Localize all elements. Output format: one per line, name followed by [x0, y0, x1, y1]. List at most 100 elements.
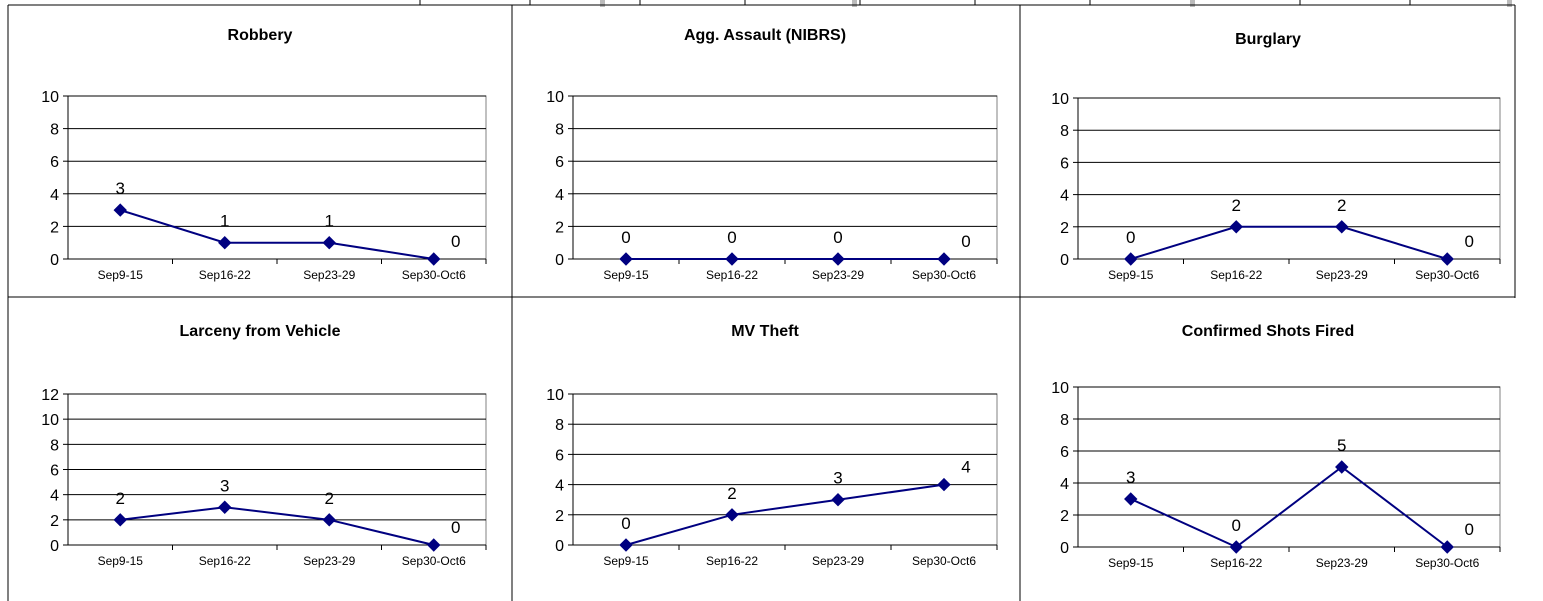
- y-tick-label: 12: [41, 387, 59, 404]
- y-tick-label: 4: [555, 187, 564, 204]
- data-point: [427, 252, 441, 266]
- x-tick-label: Sep23-29: [303, 554, 355, 568]
- data-label: 0: [961, 232, 970, 251]
- x-tick-label: Sep16-22: [199, 554, 251, 568]
- chart-title-mv-theft: MV Theft: [731, 323, 799, 340]
- x-tick-label: Sep23-29: [812, 268, 864, 282]
- data-label: 0: [621, 514, 630, 533]
- y-tick-label: 0: [555, 252, 564, 269]
- data-label: 0: [451, 232, 460, 251]
- y-tick-label: 4: [555, 478, 564, 495]
- table-remnant-top: [419, 0, 1512, 7]
- data-point: [1124, 492, 1138, 506]
- plot-area: [572, 95, 998, 260]
- chart-title-burglary: Burglary: [1235, 31, 1301, 48]
- x-tick-label: Sep23-29: [1316, 268, 1368, 282]
- x-tick-label: Sep16-22: [706, 554, 758, 568]
- y-tick-label: 8: [1060, 123, 1069, 140]
- y-tick-label: 4: [1060, 188, 1069, 205]
- x-tick-label: Sep9-15: [98, 554, 144, 568]
- data-label: 0: [1465, 232, 1474, 251]
- data-label: 0: [1232, 516, 1241, 535]
- data-point: [831, 252, 845, 266]
- x-tick-label: Sep30-Oct6: [1415, 268, 1479, 282]
- series-line: [625, 483, 945, 546]
- x-tick-label: Sep9-15: [1108, 556, 1154, 570]
- series-line: [120, 506, 434, 546]
- y-tick-label: 2: [555, 219, 564, 236]
- chart-title-agg-assault-nibrs: Agg. Assault (NIBRS): [684, 27, 846, 44]
- y-tick-label: 8: [50, 122, 59, 139]
- data-label: 3: [833, 469, 842, 488]
- y-tick-label: 10: [41, 412, 59, 429]
- x-tick-label: Sep16-22: [199, 268, 251, 282]
- series-line: [1130, 225, 1448, 260]
- data-point: [619, 538, 633, 552]
- y-tick-label: 10: [41, 89, 59, 106]
- x-tick-label: Sep23-29: [812, 554, 864, 568]
- data-point: [1229, 220, 1243, 234]
- y-tick-label: 0: [1060, 540, 1069, 557]
- x-tick-label: Sep9-15: [603, 554, 649, 568]
- x-tick-label: Sep30-Oct6: [402, 554, 466, 568]
- chart-mv-theft: MV Theft 0 2 4 6 8 10 Sep9-15 Sep16-22 Sep23-29 Se…: [546, 323, 998, 568]
- plot-area: [1077, 386, 1501, 548]
- x-tick-label: Sep23-29: [303, 268, 355, 282]
- data-point: [322, 513, 336, 527]
- data-label: 0: [451, 518, 460, 537]
- x-tick-label: Sep9-15: [1108, 268, 1154, 282]
- plot-area: [67, 95, 487, 260]
- chart-larceny-from-vehicle: Larceny from Vehicle 0 2 4 6 8 10 12 Sep9-15 Sep1…: [41, 323, 487, 568]
- y-tick-label: 6: [555, 154, 564, 171]
- y-tick-label: 6: [1060, 444, 1069, 461]
- y-tick-label: 4: [1060, 476, 1069, 493]
- y-tick-label: 8: [555, 417, 564, 434]
- y-tick-label: 8: [555, 122, 564, 139]
- y-tick-label: 10: [1051, 380, 1069, 397]
- plot-area: [572, 393, 998, 546]
- y-tick-label: 6: [555, 447, 564, 464]
- y-tick-label: 0: [50, 538, 59, 555]
- data-point: [322, 235, 336, 250]
- data-label: 0: [621, 228, 630, 247]
- y-tick-label: 8: [50, 437, 59, 454]
- cell-borders: [7, 4, 1516, 601]
- data-point: [427, 538, 441, 552]
- series-line: [1130, 465, 1448, 549]
- plot-area: [1077, 97, 1501, 260]
- data-label: 1: [220, 212, 229, 231]
- data-point: [218, 235, 232, 250]
- y-tick-label: 6: [50, 154, 59, 171]
- x-tick-label: Sep23-29: [1316, 556, 1368, 570]
- y-tick-label: 0: [555, 538, 564, 555]
- x-tick-label: Sep9-15: [98, 268, 144, 282]
- data-point: [937, 477, 951, 492]
- x-tick-label: Sep30-Oct6: [912, 554, 976, 568]
- data-point: [1440, 540, 1454, 554]
- y-tick-label: 2: [1060, 220, 1069, 237]
- series-line: [119, 209, 434, 260]
- data-label: 0: [1126, 228, 1135, 247]
- data-label: 2: [116, 489, 125, 508]
- chart-title-robbery: Robbery: [228, 27, 293, 44]
- y-tick-label: 2: [50, 513, 59, 530]
- data-label: 5: [1337, 436, 1346, 455]
- y-tick-label: 4: [50, 187, 59, 204]
- data-point: [725, 508, 739, 522]
- data-point: [725, 252, 739, 266]
- x-tick-label: Sep30-Oct6: [912, 268, 976, 282]
- data-point: [619, 252, 633, 266]
- y-tick-label: 0: [1060, 252, 1069, 269]
- data-label: 2: [1232, 196, 1241, 215]
- data-point: [218, 500, 232, 514]
- chart-title-larceny-from-vehicle: Larceny from Vehicle: [180, 323, 341, 340]
- data-point: [831, 492, 845, 507]
- x-tick-label: Sep16-22: [1210, 556, 1262, 570]
- x-tick-label: Sep30-Oct6: [1415, 556, 1479, 570]
- x-tick-label: Sep16-22: [706, 268, 758, 282]
- data-point: [1335, 460, 1349, 474]
- data-label: 2: [727, 484, 736, 503]
- y-tick-label: 8: [1060, 412, 1069, 429]
- data-label: 0: [1465, 520, 1474, 539]
